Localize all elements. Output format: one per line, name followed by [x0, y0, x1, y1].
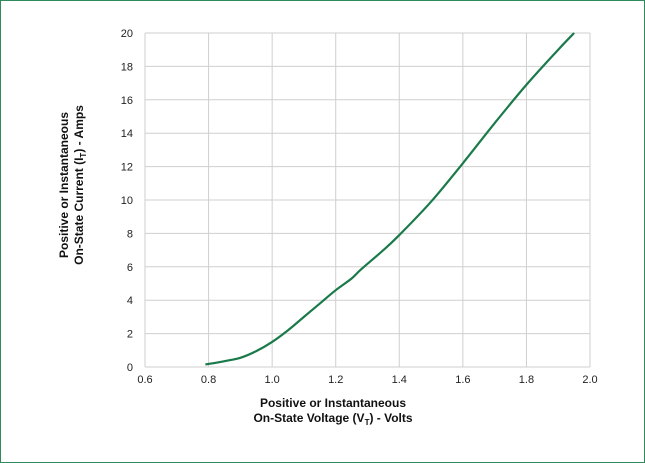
y-tick-label: 12 — [121, 162, 133, 174]
x-tick-label: 1.4 — [392, 374, 407, 386]
y-tick-label: 6 — [127, 262, 133, 274]
x-tick-label: 1.0 — [264, 374, 279, 386]
y-axis-title-line2: On-State Current (IT) - Amps — [72, 105, 88, 265]
x-tick-label: 1.6 — [455, 374, 470, 386]
y-tick-label: 0 — [127, 362, 133, 374]
y-tick-label: 2 — [127, 329, 133, 341]
x-tick-label: 0.8 — [201, 374, 216, 386]
x-axis-title-line1: Positive or Instantaneous — [260, 396, 406, 410]
y-tick-label: 18 — [121, 61, 133, 73]
y-tick-label: 8 — [127, 228, 133, 240]
x-tick-label: 1.2 — [328, 374, 343, 386]
y-axis-title-line1: Positive or Instantaneous — [57, 112, 71, 258]
x-tick-labels: 0.6 0.8 1.0 1.2 1.4 1.6 1.8 2.0 — [137, 374, 597, 386]
y-tick-label: 10 — [121, 195, 133, 207]
x-tick-label: 0.6 — [137, 374, 152, 386]
y-tick-label: 16 — [121, 95, 133, 107]
series-line — [205, 32, 575, 366]
x-tick-label: 2.0 — [582, 374, 597, 386]
y-tick-label: 20 — [121, 28, 133, 40]
x-axis-title-line2: On-State Voltage (VT) - Volts — [253, 411, 412, 427]
y-tick-labels: 0 2 4 6 8 10 12 14 16 18 20 — [121, 28, 133, 374]
y-tick-label: 14 — [121, 128, 133, 140]
x-tick-label: 1.8 — [519, 374, 534, 386]
y-tick-label: 4 — [127, 295, 133, 307]
y-axis-title: Positive or Instantaneous On-State Curre… — [57, 105, 88, 265]
grid — [144, 32, 591, 368]
